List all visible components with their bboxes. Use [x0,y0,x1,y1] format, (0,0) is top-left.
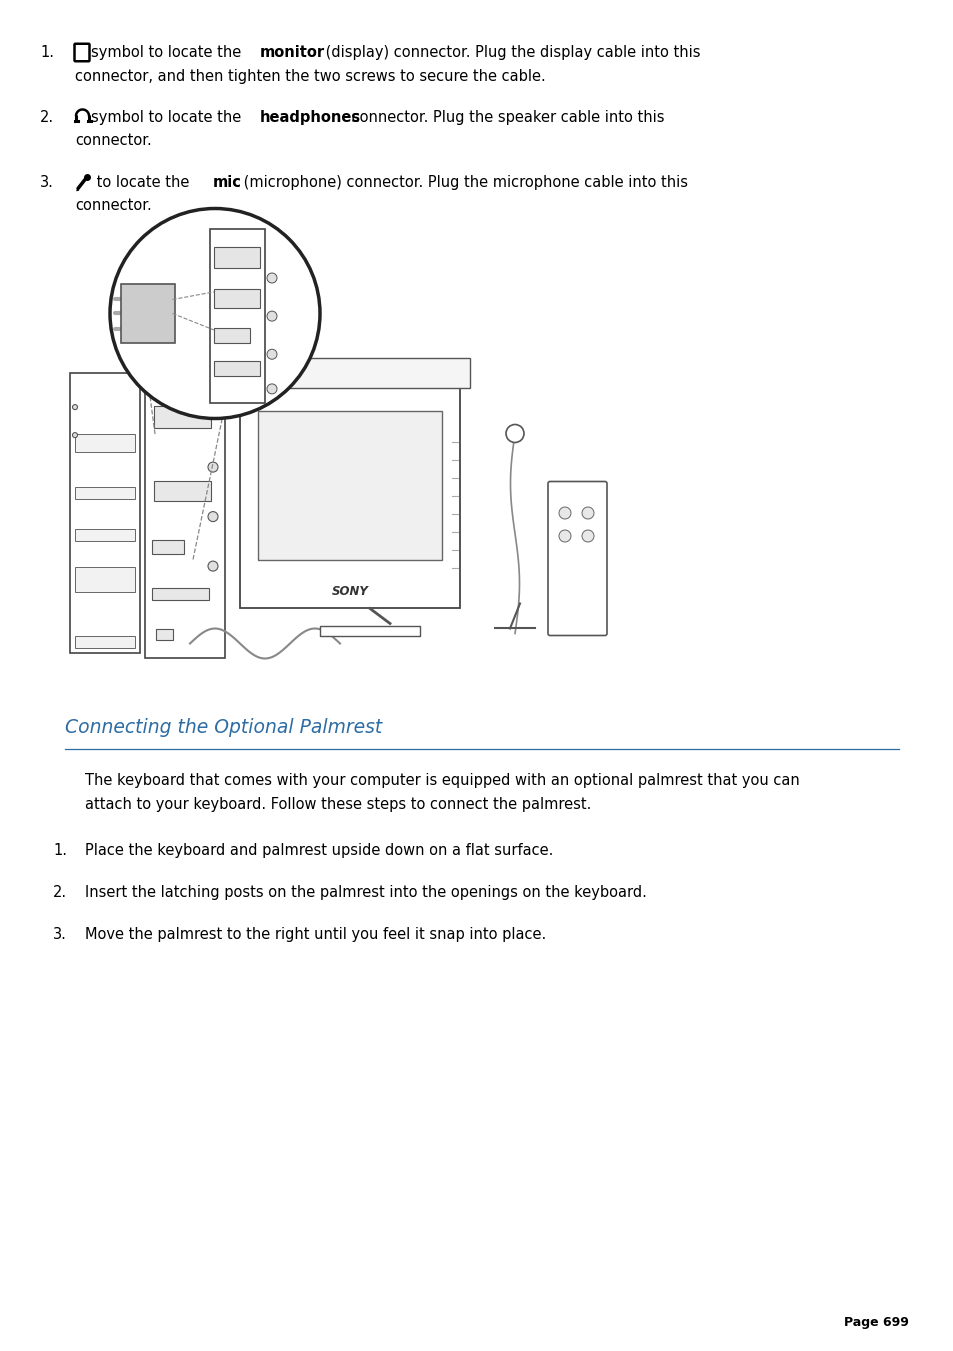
Circle shape [267,311,276,322]
Text: attach to your keyboard. Follow these steps to connect the palmrest.: attach to your keyboard. Follow these st… [85,797,591,812]
Text: to locate the: to locate the [91,176,193,190]
FancyBboxPatch shape [75,567,135,592]
Circle shape [505,424,523,443]
Text: connector, and then tighten the two screws to secure the cable.: connector, and then tighten the two scre… [75,69,545,84]
Circle shape [208,512,218,521]
Text: 2.: 2. [53,885,67,901]
FancyBboxPatch shape [213,247,259,267]
FancyBboxPatch shape [213,289,259,308]
Text: 2.: 2. [40,109,54,126]
FancyBboxPatch shape [210,230,265,403]
FancyBboxPatch shape [70,373,140,654]
FancyBboxPatch shape [75,434,135,451]
Text: (display) connector. Plug the display cable into this: (display) connector. Plug the display ca… [320,45,700,59]
Text: headphones: headphones [259,109,360,126]
Text: 1.: 1. [40,45,54,59]
Text: symbol to locate the: symbol to locate the [91,45,246,59]
Circle shape [72,432,77,438]
Circle shape [267,350,276,359]
Text: connector.: connector. [75,134,152,149]
Circle shape [267,384,276,394]
Circle shape [558,530,571,542]
FancyBboxPatch shape [213,327,250,343]
FancyBboxPatch shape [153,407,211,428]
Polygon shape [76,189,79,190]
FancyBboxPatch shape [547,481,606,635]
FancyBboxPatch shape [120,285,174,343]
Text: The keyboard that comes with your computer is equipped with an optional palmrest: The keyboard that comes with your comput… [85,774,799,789]
Text: 3.: 3. [53,928,67,943]
Text: Move the palmrest to the right until you feel it snap into place.: Move the palmrest to the right until you… [85,928,546,943]
FancyBboxPatch shape [75,636,135,648]
Text: SONY: SONY [332,585,368,598]
FancyBboxPatch shape [240,389,459,608]
Text: 1.: 1. [53,843,67,858]
Text: mic: mic [213,176,241,190]
Circle shape [110,208,319,419]
Text: 3.: 3. [40,176,53,190]
Text: Place the keyboard and palmrest upside down on a flat surface.: Place the keyboard and palmrest upside d… [85,843,553,858]
FancyBboxPatch shape [213,361,259,376]
Text: connector.: connector. [75,199,152,213]
FancyBboxPatch shape [145,328,225,658]
Circle shape [558,507,571,519]
Text: connector. Plug the speaker cable into this: connector. Plug the speaker cable into t… [347,109,663,126]
Text: Insert the latching posts on the palmrest into the openings on the keyboard.: Insert the latching posts on the palmres… [85,885,646,901]
Text: Page 699: Page 699 [843,1316,908,1329]
FancyBboxPatch shape [152,588,209,600]
Text: symbol to locate the: symbol to locate the [91,109,246,126]
FancyBboxPatch shape [257,412,441,561]
Text: (microphone) connector. Plug the microphone cable into this: (microphone) connector. Plug the microph… [238,176,687,190]
FancyBboxPatch shape [156,628,172,640]
FancyBboxPatch shape [75,530,135,542]
Text: monitor: monitor [259,45,324,59]
FancyBboxPatch shape [74,43,90,61]
FancyBboxPatch shape [75,488,135,500]
FancyBboxPatch shape [152,540,184,554]
Circle shape [267,273,276,282]
Circle shape [72,404,77,409]
FancyBboxPatch shape [153,481,211,501]
Circle shape [208,561,218,571]
Circle shape [208,462,218,471]
FancyBboxPatch shape [250,358,470,389]
Circle shape [581,530,594,542]
Circle shape [581,507,594,519]
Text: Connecting the Optional Palmrest: Connecting the Optional Palmrest [65,719,382,738]
